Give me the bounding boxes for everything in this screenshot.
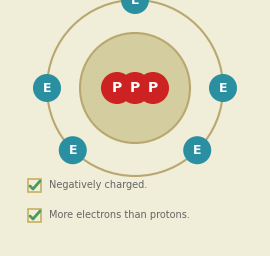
Text: P: P [112, 81, 122, 95]
Text: E: E [193, 144, 201, 157]
Text: P: P [130, 81, 140, 95]
Circle shape [33, 74, 61, 102]
Text: P: P [148, 81, 158, 95]
FancyBboxPatch shape [28, 178, 41, 191]
Circle shape [59, 136, 87, 164]
FancyBboxPatch shape [28, 208, 41, 221]
Text: Negatively charged.: Negatively charged. [49, 180, 147, 190]
Circle shape [137, 72, 169, 104]
Text: E: E [69, 144, 77, 157]
Circle shape [101, 72, 133, 104]
Text: E: E [43, 81, 51, 94]
Circle shape [121, 0, 149, 14]
Circle shape [119, 72, 151, 104]
Circle shape [209, 74, 237, 102]
Text: E: E [219, 81, 227, 94]
Circle shape [183, 136, 211, 164]
Circle shape [80, 33, 190, 143]
Text: More electrons than protons.: More electrons than protons. [49, 210, 190, 220]
Text: E: E [131, 0, 139, 6]
